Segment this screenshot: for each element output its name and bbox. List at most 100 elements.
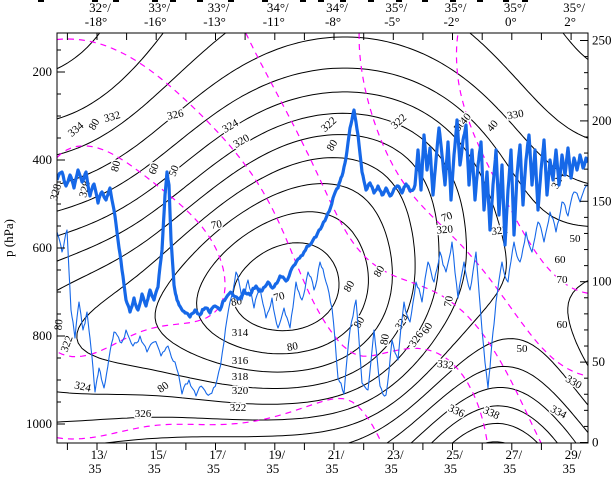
theta-isolines-level-324 bbox=[57, 112, 468, 423]
left-tick-label: 1000 bbox=[26, 416, 52, 431]
clipped-title-fragment bbox=[477, 0, 483, 2]
theta-isolines-level-330 bbox=[57, 36, 588, 443]
theta-contour-label: 320 bbox=[231, 132, 252, 151]
clipped-title-fragment bbox=[396, 0, 402, 2]
bottom-axis-label-line1: 21/ bbox=[328, 447, 345, 462]
clipped-title-fragment bbox=[422, 0, 428, 2]
theta-isolines-level-322 bbox=[57, 134, 440, 405]
clipped-title-fragment bbox=[92, 0, 98, 2]
top-axis-label-lat: 34°/ bbox=[267, 0, 289, 15]
right-tick-label: 100 bbox=[592, 274, 612, 289]
bottom-axis-label-line2: 35 bbox=[385, 461, 398, 476]
bottom-axis-label-line2: 35 bbox=[266, 461, 279, 476]
top-axis-label-lat: 33°/ bbox=[208, 0, 230, 15]
clipped-title-fragment bbox=[450, 0, 456, 2]
top-axis-label-lon: -11° bbox=[263, 14, 285, 29]
theta-isolines-level-334 bbox=[57, 33, 588, 443]
bottom-axis-label-line1: 19/ bbox=[268, 447, 285, 462]
trace-thin bbox=[57, 183, 588, 397]
top-axis-label-lon: -8° bbox=[325, 14, 341, 29]
rh-contour-label: 70 bbox=[557, 274, 569, 286]
clipped-title-fragment bbox=[197, 0, 203, 2]
plot-frame bbox=[56, 32, 589, 444]
clipped-title-fragment bbox=[522, 0, 528, 2]
top-axis-label-lat: 33°/ bbox=[148, 0, 170, 15]
rh-contour-label: 80 bbox=[341, 278, 357, 294]
rh-contour-label: 50 bbox=[570, 233, 582, 245]
rh-contour-label: 40 bbox=[485, 118, 502, 135]
theta-contour-label: 328 bbox=[48, 182, 64, 202]
bottom-axis-label-line1: 29/ bbox=[565, 447, 582, 462]
theta-isolines-level-320 bbox=[76, 157, 416, 389]
left-tick-label: 600 bbox=[33, 240, 53, 255]
bottom-axis-label-line1: 23/ bbox=[387, 447, 404, 462]
rh-contour-label: 80 bbox=[371, 263, 387, 279]
theta-contour-label: 318 bbox=[232, 371, 249, 383]
right-axis-ticks bbox=[580, 40, 588, 443]
rh-contour-label: 60 bbox=[557, 319, 569, 331]
theta-contour-label: 334 bbox=[66, 119, 87, 139]
rh-contour-label: 50 bbox=[517, 343, 529, 355]
bottom-axis-label-line2: 35 bbox=[88, 461, 101, 476]
rh-contour-label: 80 bbox=[109, 159, 124, 173]
left-tick-label: 400 bbox=[33, 152, 53, 167]
theta-isolines-level-316 bbox=[196, 211, 369, 355]
top-axis-label-lon: -13° bbox=[203, 14, 226, 29]
rh-contour-label: 60 bbox=[555, 254, 567, 266]
clipped-title-fragment bbox=[228, 0, 234, 2]
theta-contour-label: 322 bbox=[59, 334, 76, 354]
x-axis-ticks bbox=[66, 33, 572, 450]
rh-contour-label: 80 bbox=[155, 379, 171, 395]
clipped-title-fragment bbox=[152, 0, 158, 2]
rh-contour-label: 70 bbox=[272, 290, 286, 305]
clipped-title-fragment bbox=[170, 0, 176, 2]
rh-contour-label: 80 bbox=[53, 318, 66, 331]
bottom-axis-label-line1: 13/ bbox=[91, 447, 108, 462]
bottom-axis-label-line2: 35 bbox=[563, 461, 576, 476]
clipped-title-fragment bbox=[503, 0, 509, 2]
theta-isolines-level-318 bbox=[154, 182, 393, 373]
bottom-axis-label-line1: 17/ bbox=[209, 447, 226, 462]
top-axis-label-lon: -16° bbox=[144, 14, 167, 29]
rh-isolines bbox=[57, 33, 588, 443]
bottom-axis-label-line1: 15/ bbox=[150, 447, 167, 462]
theta-isolines-level-336 bbox=[57, 33, 539, 443]
theta-contour-label: 326 bbox=[135, 408, 152, 420]
clipped-title-fragment bbox=[300, 0, 306, 2]
rh-isolines-level-80 bbox=[57, 145, 226, 358]
rh-isolines-level-50 bbox=[358, 33, 588, 377]
right-tick-label: 50 bbox=[592, 354, 605, 369]
right-tick-label: 150 bbox=[592, 193, 612, 208]
bottom-axis-label-line2: 35 bbox=[207, 461, 220, 476]
rh-contour-label: 70 bbox=[210, 218, 223, 232]
top-axis-label-lon: -18° bbox=[85, 14, 108, 29]
bottom-axis-label-line2: 35 bbox=[326, 461, 339, 476]
rh-isolines-level-60 bbox=[245, 33, 542, 443]
bottom-axis-label-line2: 35 bbox=[444, 461, 457, 476]
left-tick-label: 800 bbox=[33, 328, 53, 343]
right-tick-label: 0 bbox=[592, 435, 599, 450]
rh-isolines-level-70 bbox=[57, 38, 488, 443]
theta-isolines-level-314 bbox=[232, 242, 340, 332]
top-axis-label-lon: -5° bbox=[384, 14, 400, 29]
rh-contour-label: 70 bbox=[440, 209, 455, 224]
top-axis-label-lat: 35°/ bbox=[504, 0, 526, 15]
theta-contour-label: 332 bbox=[103, 109, 122, 125]
theta-isolines bbox=[57, 33, 588, 443]
top-axis-label-lon: -2° bbox=[444, 14, 460, 29]
theta-isolines-level-326 bbox=[57, 91, 588, 443]
top-axis-label-lon: 0° bbox=[505, 14, 517, 29]
right-tick-label: 200 bbox=[592, 113, 612, 128]
rh-contour-label: 80 bbox=[351, 314, 367, 330]
clipped-title-fragment bbox=[340, 0, 346, 2]
clipped-title-fragment bbox=[318, 0, 324, 2]
clipped-title-fragment bbox=[262, 0, 268, 2]
bottom-axis-label-line2: 35 bbox=[503, 461, 516, 476]
right-tick-label: 250 bbox=[592, 33, 612, 48]
left-axis-title: p (hPa) bbox=[1, 219, 16, 257]
left-tick-label: 200 bbox=[33, 64, 53, 79]
theta-contour-label: 322 bbox=[230, 402, 247, 414]
clipped-title-fragment bbox=[38, 0, 44, 2]
clipped-title-fragment bbox=[113, 0, 119, 2]
